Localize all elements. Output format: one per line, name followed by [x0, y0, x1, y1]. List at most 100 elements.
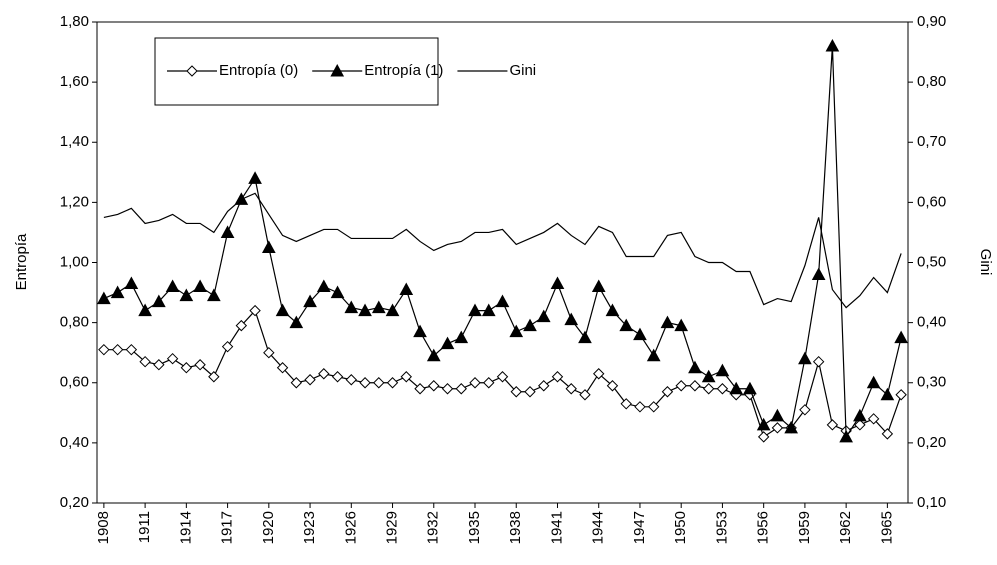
data-point — [716, 383, 729, 395]
data-point — [468, 303, 482, 317]
data-point — [689, 380, 701, 392]
y-tick-label: 0,40 — [60, 434, 89, 451]
x-tick-label: 1956 — [755, 511, 772, 544]
data-point — [235, 319, 248, 332]
data-point — [220, 225, 235, 238]
x-tick-label: 1965 — [878, 511, 895, 544]
data-point — [304, 374, 316, 386]
data-point — [881, 428, 894, 440]
data-point — [428, 380, 440, 392]
data-point — [194, 359, 206, 371]
data-point — [551, 371, 564, 383]
data-point — [440, 336, 455, 350]
data-point — [811, 267, 826, 281]
data-point — [97, 291, 111, 305]
x-tick-label: 1950 — [672, 511, 689, 544]
data-point — [633, 327, 647, 341]
data-point — [496, 371, 509, 383]
data-point — [110, 285, 125, 299]
data-point — [290, 377, 303, 389]
data-point — [509, 324, 524, 338]
data-point — [825, 39, 840, 52]
data-point — [510, 386, 522, 398]
data-point — [812, 355, 825, 368]
series-line — [103, 192, 902, 309]
data-point — [743, 381, 757, 395]
x-tick-label: 1911 — [136, 511, 153, 543]
data-point — [798, 351, 812, 365]
data-point — [481, 303, 496, 317]
data-point — [166, 352, 179, 365]
data-point — [261, 240, 276, 253]
data-point — [152, 294, 166, 308]
data-point — [634, 401, 646, 413]
data-point — [139, 355, 151, 368]
y2-tick-label: 0,60 — [917, 193, 946, 210]
data-point — [454, 330, 469, 344]
data-point — [263, 346, 275, 359]
y2-tick-label: 0,90 — [917, 13, 946, 30]
data-point — [124, 276, 139, 290]
data-point — [469, 377, 481, 389]
data-point — [688, 360, 702, 374]
data-point — [770, 408, 785, 422]
data-point — [660, 315, 675, 329]
data-point — [565, 383, 577, 395]
data-point — [330, 285, 345, 299]
y-tick-label: 1,20 — [60, 193, 89, 210]
data-point — [591, 279, 606, 293]
data-point — [276, 362, 289, 374]
y-tick-label: 1,40 — [60, 133, 89, 150]
y2-tick-label: 0,70 — [917, 133, 946, 150]
data-point — [866, 375, 881, 389]
data-point — [221, 340, 234, 353]
data-point — [593, 368, 605, 380]
data-point — [289, 315, 304, 329]
data-point — [880, 387, 895, 401]
data-point — [275, 303, 290, 317]
data-point — [756, 417, 771, 431]
x-tick-label: 1920 — [260, 511, 277, 544]
data-point — [400, 371, 412, 383]
data-point — [248, 171, 262, 184]
data-point — [330, 63, 345, 77]
y2-tick-label: 0,40 — [917, 314, 946, 331]
x-tick-label: 1959 — [796, 511, 813, 544]
data-point — [303, 294, 317, 308]
data-point — [153, 359, 165, 371]
data-point — [894, 330, 908, 344]
data-point — [646, 348, 661, 362]
data-point — [193, 279, 207, 293]
data-point — [98, 343, 110, 356]
data-point — [647, 401, 660, 413]
y-tick-label: 1,60 — [60, 73, 89, 90]
data-point — [186, 65, 198, 77]
x-tick-label: 1923 — [301, 511, 318, 544]
data-point — [715, 363, 730, 377]
data-point — [826, 419, 839, 431]
data-point — [771, 422, 784, 434]
data-point — [345, 374, 358, 386]
data-point — [853, 408, 867, 422]
legend-label: Gini — [509, 62, 536, 79]
data-point — [358, 303, 372, 317]
x-tick-label: 1962 — [837, 511, 854, 544]
x-tick-label: 1926 — [342, 511, 359, 544]
y2-tick-label: 0,50 — [917, 253, 946, 270]
x-tick-label: 1938 — [507, 511, 524, 544]
data-point — [702, 383, 715, 395]
data-point — [165, 279, 180, 293]
legend-label: Entropía (0) — [219, 62, 298, 79]
data-point — [331, 371, 344, 383]
data-point — [536, 309, 551, 323]
x-tick-label: 1944 — [590, 511, 607, 544]
data-point — [799, 404, 811, 416]
y-tick-label: 0,20 — [60, 494, 89, 511]
data-point — [550, 276, 565, 290]
data-point — [839, 429, 853, 443]
data-point — [249, 304, 261, 317]
data-point — [605, 303, 620, 317]
data-point — [373, 377, 385, 389]
data-point — [523, 318, 537, 332]
data-point — [359, 377, 371, 389]
